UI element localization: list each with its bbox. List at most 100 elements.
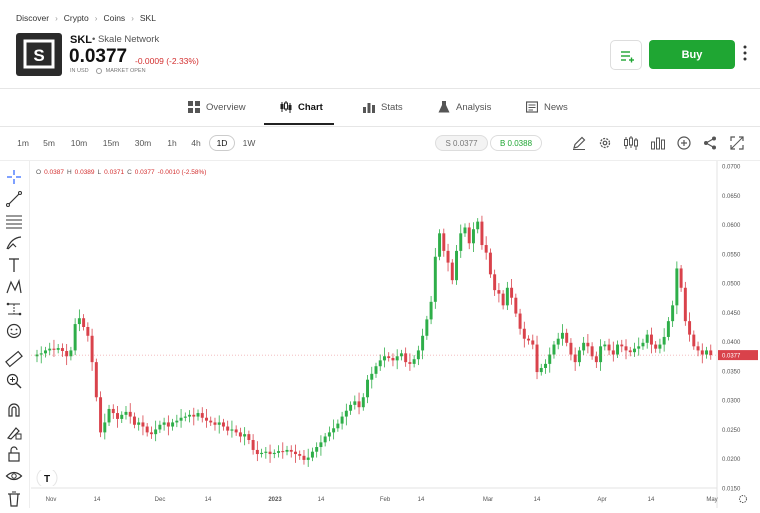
candle-body (552, 344, 556, 355)
trend-line-icon[interactable] (5, 190, 23, 208)
candle-body (586, 342, 590, 347)
magnet-icon[interactable] (5, 401, 23, 419)
candle-body (69, 350, 73, 357)
x-tick-label: 2023 (268, 497, 282, 503)
candle-body (323, 436, 327, 443)
candle-body (111, 408, 115, 414)
pencil-icon[interactable] (571, 135, 587, 151)
candle-body (344, 410, 348, 417)
chevron-right-icon: › (55, 13, 58, 23)
tab-chart[interactable]: Chart (280, 89, 323, 125)
y-tick-label: 0.0550 (722, 252, 741, 258)
divider (0, 160, 760, 161)
ohlc-change: -0.0010 (-2.58%) (157, 169, 207, 176)
lock-icon[interactable] (5, 445, 23, 463)
timeframe-1h[interactable]: 1h (167, 138, 177, 148)
candle-body (366, 379, 370, 398)
timeframe-1m[interactable]: 1m (17, 138, 29, 148)
x-tick-label: 14 (205, 497, 212, 503)
candle-body (302, 455, 306, 460)
price-change: -0.0009 (-2.33%) (135, 56, 199, 66)
smiley-icon[interactable] (5, 322, 23, 340)
measure-icon[interactable] (5, 300, 23, 318)
indicators-icon[interactable] (650, 135, 666, 151)
more-options-icon[interactable] (740, 43, 750, 63)
timeframe-15m[interactable]: 15m (102, 138, 120, 148)
breadcrumb-crypto[interactable]: Crypto (63, 13, 89, 23)
buy-quote[interactable]: B 0.0388 (490, 135, 542, 151)
candle-body (35, 354, 39, 357)
candle-body (310, 451, 314, 458)
axis-settings-icon[interactable] (739, 495, 747, 503)
ohlc-close: 0.0377 (134, 169, 155, 176)
candle-body (226, 426, 230, 431)
candle-body (374, 366, 378, 374)
candle-body (560, 332, 564, 339)
candle-body (620, 344, 624, 347)
add-circle-icon[interactable] (676, 135, 692, 151)
text-tool-icon[interactable] (5, 256, 23, 274)
timeframe-4h[interactable]: 4h (191, 138, 201, 148)
candle-body (221, 422, 225, 427)
breadcrumb-current: SKL (139, 13, 156, 23)
buy-button[interactable]: Buy (649, 40, 735, 69)
candle-body (459, 233, 463, 251)
candle-body (654, 344, 658, 349)
eye-icon[interactable] (5, 467, 23, 485)
y-tick-label: 0.0650 (722, 194, 741, 200)
news-icon (526, 101, 538, 113)
clock-icon (95, 68, 102, 74)
y-tick-label: 0.0300 (722, 399, 741, 405)
tab-news[interactable]: News (526, 89, 568, 125)
candle-body (450, 262, 454, 281)
candle-body (247, 434, 251, 440)
pattern-icon[interactable] (5, 278, 23, 296)
y-tick-label: 0.0350 (722, 369, 741, 375)
sell-quote[interactable]: S 0.0377 (435, 135, 488, 151)
tab-overview[interactable]: Overview (188, 89, 246, 125)
asset-name-text: Skale Network (97, 34, 160, 45)
tab-analysis[interactable]: Analysis (438, 89, 491, 125)
x-tick-label: May (706, 497, 717, 503)
candle-body (476, 221, 480, 230)
fullscreen-icon[interactable] (729, 135, 745, 151)
ruler-icon[interactable] (5, 350, 23, 368)
timeframe-10m[interactable]: 10m (70, 138, 88, 148)
candle-body (616, 344, 620, 355)
tradingview-logo[interactable]: T (36, 467, 58, 489)
candle-body (149, 432, 153, 435)
x-tick-label: Mar (483, 497, 493, 503)
brush-icon[interactable] (5, 234, 23, 252)
candle-body (599, 346, 603, 363)
breadcrumb-discover[interactable]: Discover (16, 13, 50, 23)
candlestick-type-icon[interactable] (623, 135, 639, 151)
timeframe-30m[interactable]: 30m (134, 138, 152, 148)
trash-icon[interactable] (5, 489, 23, 507)
candle-body (467, 227, 471, 244)
candle-body (412, 359, 416, 364)
share-icon[interactable] (702, 135, 718, 151)
candle-body (493, 274, 497, 291)
timeframe-1d[interactable]: 1D (209, 135, 235, 151)
tab-stats[interactable]: Stats (363, 89, 403, 125)
timeframe-5m[interactable]: 5m (43, 138, 55, 148)
fib-lines-icon[interactable] (5, 212, 23, 230)
crosshair-icon[interactable] (5, 168, 23, 186)
breadcrumb-coins[interactable]: Coins (103, 13, 126, 23)
zoom-in-icon[interactable] (5, 372, 23, 390)
price-chart[interactable]: 0.0700 0.0650 0.0600 0.0550 0.0500 0.0450 0.04… (31, 161, 760, 508)
candle-body (116, 413, 119, 419)
candlestick-chart[interactable]: 0.0700 0.0650 0.0600 0.0550 0.0500 0.0450 0.04… (31, 161, 760, 508)
lock-drawing-icon[interactable] (5, 423, 23, 441)
watchlist-button[interactable] (610, 40, 642, 70)
candle-body (86, 327, 90, 336)
currency-label: IN USD (70, 68, 89, 74)
gear-icon[interactable] (597, 135, 613, 151)
ohlc-low: 0.0371 (104, 169, 125, 176)
candle-body (501, 293, 505, 306)
candle-body (569, 342, 573, 355)
candle-body (94, 362, 98, 398)
timeframe-1w[interactable]: 1W (242, 138, 256, 148)
x-tick-label: 14 (648, 497, 655, 503)
add-to-list-icon (621, 51, 634, 63)
